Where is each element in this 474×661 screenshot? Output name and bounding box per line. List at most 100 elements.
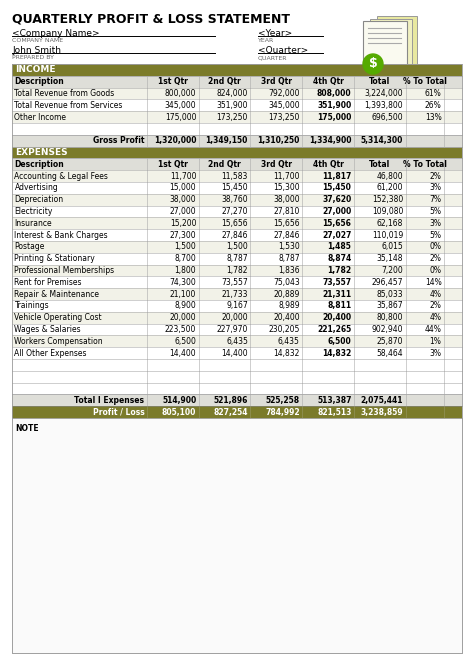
Bar: [12, 300, 462, 312]
Text: Total Revenue from Services: Total Revenue from Services: [15, 100, 123, 110]
Text: 821,513: 821,513: [317, 408, 352, 416]
Text: 4%: 4%: [429, 313, 441, 322]
Text: Repair & Maintenance: Repair & Maintenance: [15, 290, 100, 299]
Text: 3,224,000: 3,224,000: [365, 89, 403, 98]
Text: 9,167: 9,167: [226, 301, 248, 311]
Text: 902,940: 902,940: [372, 325, 403, 334]
Text: Depreciation: Depreciation: [15, 195, 64, 204]
Text: 1,800: 1,800: [174, 266, 196, 275]
Text: 21,733: 21,733: [221, 290, 248, 299]
Text: 1,836: 1,836: [278, 266, 300, 275]
Text: 26%: 26%: [425, 100, 441, 110]
Text: Accounting & Legal Fees: Accounting & Legal Fees: [15, 172, 109, 180]
Text: 11,700: 11,700: [273, 172, 300, 180]
Text: 6,015: 6,015: [382, 243, 403, 251]
Text: 221,265: 221,265: [317, 325, 352, 334]
Bar: [12, 206, 462, 217]
Text: 6,500: 6,500: [174, 337, 196, 346]
Text: 521,896: 521,896: [214, 396, 248, 405]
Bar: [12, 407, 462, 418]
Text: 85,033: 85,033: [377, 290, 403, 299]
Text: 1,320,000: 1,320,000: [154, 136, 196, 145]
Bar: [12, 383, 462, 395]
Bar: [12, 135, 462, 147]
Text: Printing & Stationary: Printing & Stationary: [15, 254, 95, 263]
Text: Description: Description: [15, 160, 64, 169]
Text: Rent for Premises: Rent for Premises: [15, 278, 82, 287]
Text: 1,782: 1,782: [227, 266, 248, 275]
Text: 351,900: 351,900: [317, 100, 352, 110]
Text: Postage: Postage: [15, 243, 45, 251]
Text: 6,435: 6,435: [226, 337, 248, 346]
Bar: [12, 229, 462, 241]
Bar: [12, 264, 462, 276]
Text: 173,250: 173,250: [268, 112, 300, 122]
Text: 61%: 61%: [425, 89, 441, 98]
Text: 800,000: 800,000: [165, 89, 196, 98]
Bar: [12, 64, 462, 653]
Text: 27,270: 27,270: [221, 207, 248, 216]
Text: 27,846: 27,846: [273, 231, 300, 239]
Text: Professional Memberships: Professional Memberships: [15, 266, 115, 275]
Text: All Other Expenses: All Other Expenses: [15, 348, 87, 358]
Text: 11,817: 11,817: [322, 172, 352, 180]
Text: 345,000: 345,000: [164, 100, 196, 110]
Text: QUARTER: QUARTER: [258, 55, 288, 60]
Text: 14,832: 14,832: [322, 348, 352, 358]
Bar: [12, 347, 462, 359]
Bar: [12, 253, 462, 264]
Text: 61,200: 61,200: [377, 183, 403, 192]
Bar: [12, 182, 462, 194]
Text: 8,787: 8,787: [227, 254, 248, 263]
Bar: [363, 21, 407, 69]
Text: 1,530: 1,530: [278, 243, 300, 251]
Text: John Smith: John Smith: [12, 46, 61, 55]
Text: 4th Qtr: 4th Qtr: [313, 160, 344, 169]
Text: 46,800: 46,800: [377, 172, 403, 180]
Text: 1st Qtr: 1st Qtr: [158, 160, 188, 169]
Text: COMPANY NAME: COMPANY NAME: [12, 38, 63, 43]
Text: 35,867: 35,867: [377, 301, 403, 311]
Text: 351,900: 351,900: [217, 100, 248, 110]
Text: 58,464: 58,464: [377, 348, 403, 358]
Text: % To Total: % To Total: [403, 77, 447, 86]
Text: INCOME: INCOME: [15, 65, 55, 75]
Text: 5,314,300: 5,314,300: [361, 136, 403, 145]
Text: 74,300: 74,300: [170, 278, 196, 287]
Text: 1,310,250: 1,310,250: [257, 136, 300, 145]
Circle shape: [363, 54, 383, 74]
Text: 8,989: 8,989: [278, 301, 300, 311]
Text: 6,435: 6,435: [278, 337, 300, 346]
Text: 14%: 14%: [425, 278, 441, 287]
Text: Trainings: Trainings: [15, 301, 49, 311]
Text: 696,500: 696,500: [372, 112, 403, 122]
Text: 8,700: 8,700: [174, 254, 196, 263]
Text: Description: Description: [15, 77, 64, 86]
Text: 15,200: 15,200: [170, 219, 196, 228]
Text: <Company Name>: <Company Name>: [12, 29, 100, 38]
Text: 20,400: 20,400: [322, 313, 352, 322]
Text: 73,557: 73,557: [322, 278, 352, 287]
Text: 824,000: 824,000: [217, 89, 248, 98]
Text: 7,200: 7,200: [382, 266, 403, 275]
Text: 75,043: 75,043: [273, 278, 300, 287]
Text: 14,400: 14,400: [170, 348, 196, 358]
Text: 27,027: 27,027: [322, 231, 352, 239]
Text: 8,900: 8,900: [174, 301, 196, 311]
Text: 15,300: 15,300: [273, 183, 300, 192]
Text: 15,656: 15,656: [221, 219, 248, 228]
Text: Wages & Salaries: Wages & Salaries: [15, 325, 81, 334]
Text: 513,387: 513,387: [317, 396, 352, 405]
Text: 175,000: 175,000: [165, 112, 196, 122]
Text: 2nd Qtr: 2nd Qtr: [208, 160, 241, 169]
Text: 0%: 0%: [429, 266, 441, 275]
Text: 7%: 7%: [429, 195, 441, 204]
Bar: [12, 64, 462, 76]
Bar: [12, 147, 462, 159]
Text: NOTE: NOTE: [15, 424, 38, 433]
Text: 2nd Qtr: 2nd Qtr: [208, 77, 241, 86]
Text: 20,400: 20,400: [273, 313, 300, 322]
Text: 1,782: 1,782: [328, 266, 352, 275]
Text: 4%: 4%: [429, 290, 441, 299]
Bar: [12, 170, 462, 182]
